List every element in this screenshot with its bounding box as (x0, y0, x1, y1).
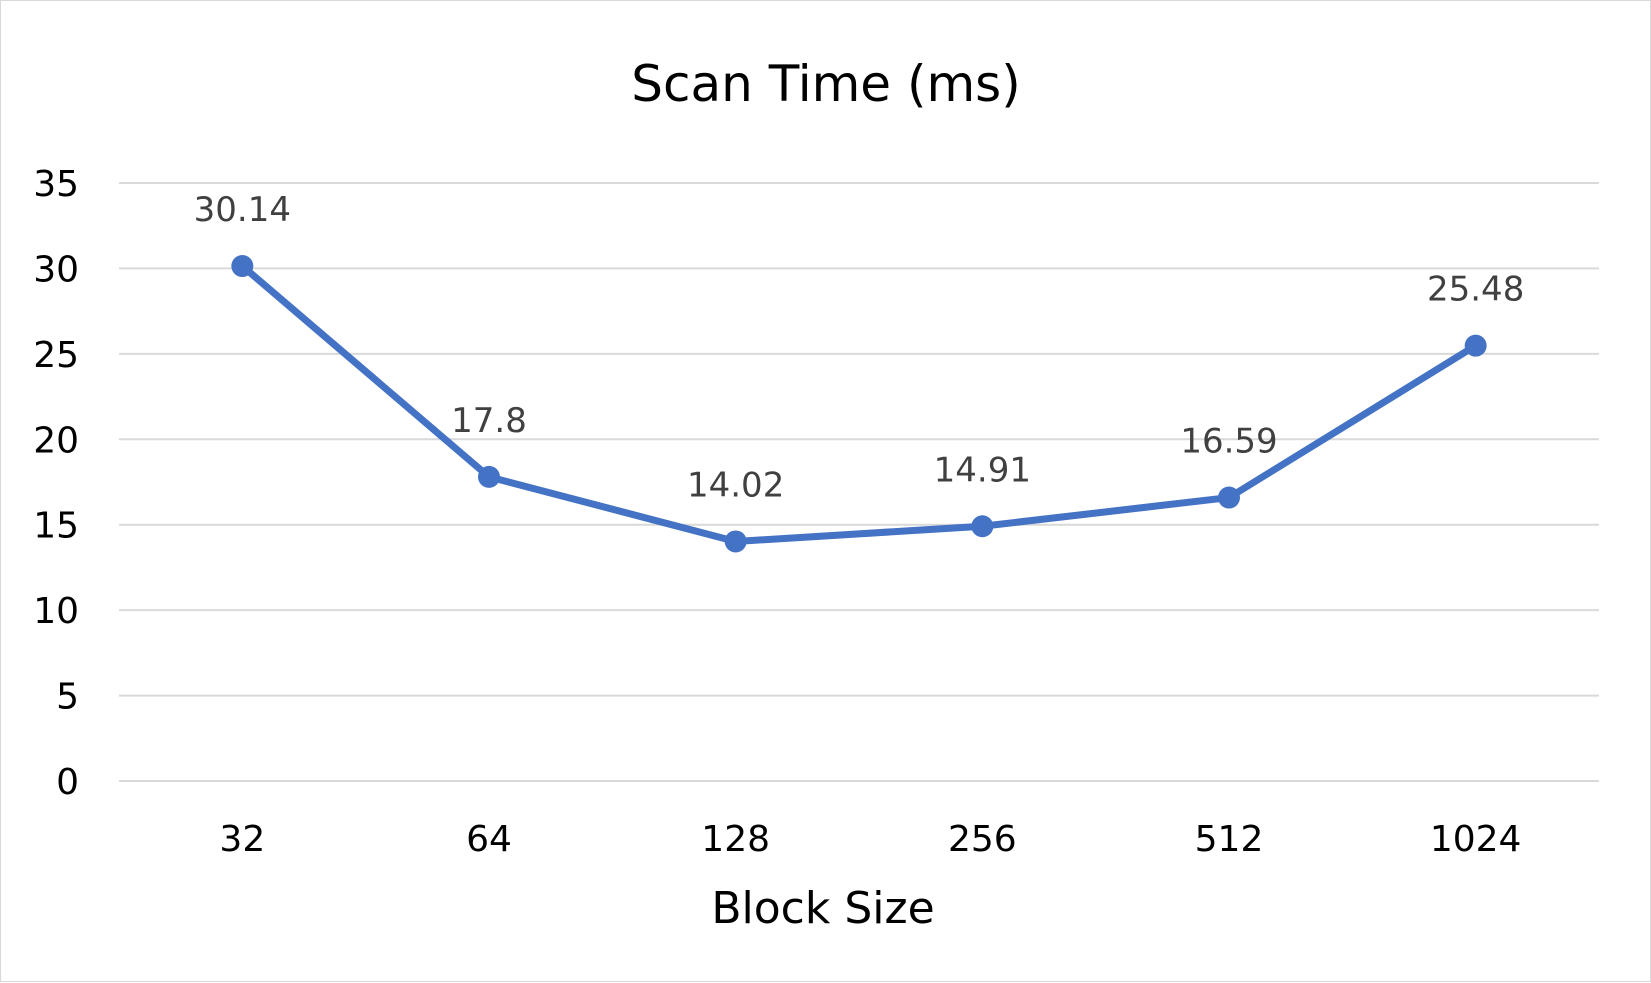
chart-title: Scan Time (ms) (631, 55, 1020, 113)
x-tick-label: 512 (1195, 819, 1264, 860)
data-point (971, 515, 994, 538)
y-tick-label: 25 (33, 335, 79, 376)
y-tick-label: 10 (33, 591, 79, 632)
data-point (231, 255, 254, 278)
y-tick-label: 5 (56, 677, 79, 718)
data-point (724, 530, 747, 553)
x-axis-ticks: 32 64 128 256 512 1024 (219, 819, 1521, 860)
x-axis-title: Block Size (711, 883, 934, 934)
y-tick-label: 30 (33, 249, 79, 290)
y-tick-label: 20 (33, 420, 79, 461)
data-point (1218, 486, 1240, 509)
data-label: 17.8 (451, 401, 527, 441)
y-tick-label: 35 (33, 164, 79, 205)
series-line (238, 262, 1480, 545)
data-point (1464, 334, 1487, 357)
data-point (478, 465, 500, 488)
data-label: 14.02 (687, 465, 784, 505)
x-tick-label: 1024 (1430, 819, 1522, 860)
y-tick-label: 0 (56, 762, 79, 803)
data-label: 25.48 (1427, 270, 1524, 310)
y-axis-ticks: 0 5 10 15 20 25 30 35 (33, 164, 79, 803)
data-label: 16.59 (1180, 422, 1277, 462)
x-tick-label: 128 (701, 819, 770, 860)
y-tick-label: 15 (33, 506, 79, 547)
data-label: 30.14 (194, 190, 291, 230)
x-tick-label: 64 (466, 819, 512, 860)
x-tick-label: 256 (948, 819, 1017, 860)
data-label: 14.91 (934, 450, 1031, 490)
gridlines (119, 182, 1599, 782)
data-labels: 30.14 17.8 14.02 14.91 16.59 25.48 (194, 190, 1525, 505)
series-layer (231, 255, 1487, 553)
x-tick-label: 32 (219, 819, 265, 860)
